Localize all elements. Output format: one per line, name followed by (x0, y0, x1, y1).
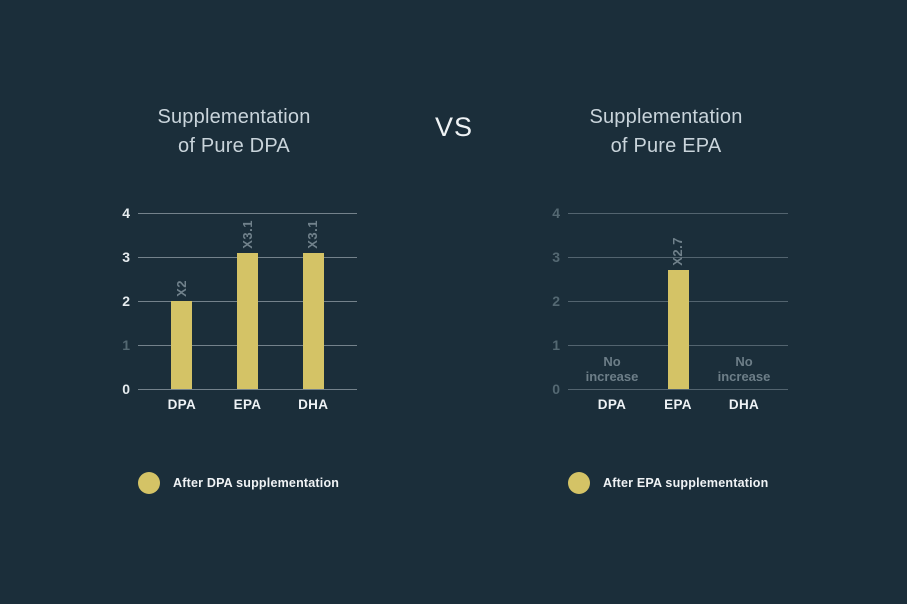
right-chart-title-line1: Supplementation (589, 106, 743, 128)
left-chart-title-line2: of Pure DPA (178, 135, 290, 157)
right-legend: After EPA supplementation (568, 472, 768, 494)
bar-dha (302, 252, 324, 389)
y-tick-label-2: 2 (122, 293, 130, 309)
gridline-y3 (568, 256, 788, 258)
right-plot-area: 4 3 2 1 0 No increase DPA X2.7 EPA No increase DHA (552, 205, 788, 412)
left-legend-label: After DPA supplementation (173, 476, 340, 490)
y-tick-label-4: 4 (122, 205, 130, 221)
y-tick-label-4: 4 (552, 205, 560, 221)
gridline-y0 (138, 388, 357, 390)
right-chart-title: Supplementation of Pure EPA (506, 103, 826, 161)
category-label-epa: EPA (664, 397, 692, 412)
gridline-y0 (568, 388, 788, 390)
bar-value-label-dpa: X2 (173, 280, 189, 297)
left-legend-swatch-circle (138, 472, 160, 494)
right-legend-label: After EPA supplementation (603, 476, 769, 490)
bar-value-label-epa: X3.1 (239, 219, 255, 249)
left-chart-title-line1: Supplementation (157, 106, 311, 128)
vs-label: VS (434, 112, 474, 142)
right-legend-swatch-circle (568, 472, 590, 494)
left-chart-title: Supplementation of Pure DPA (74, 103, 394, 161)
y-tick-label-0: 0 (122, 381, 130, 397)
y-tick-label-1: 1 (122, 337, 130, 353)
left-plot-area: 4 3 2 1 0 X2 DPA X3.1 EPA X3.1 DHA (122, 205, 357, 412)
no-increase-annotation-dha: No increase (717, 354, 771, 384)
y-tick-label-0: 0 (552, 381, 560, 397)
right-chart-title-line2: of Pure EPA (610, 135, 722, 157)
gridline-y4 (568, 212, 788, 214)
category-label-dha: DHA (298, 397, 329, 412)
bar-dpa (171, 301, 193, 389)
bar-value-label-epa: X2.7 (670, 237, 685, 267)
no-increase-annotation-dpa: No increase (585, 354, 639, 384)
gridline-y4 (138, 212, 357, 214)
category-label-dpa: DPA (167, 397, 196, 412)
y-tick-label-3: 3 (552, 249, 560, 265)
category-label-epa: EPA (233, 397, 262, 412)
y-tick-label-2: 2 (552, 293, 560, 309)
category-label-dha: DHA (728, 397, 760, 412)
bar-value-label-dha: X3.1 (305, 219, 321, 249)
y-tick-label-3: 3 (122, 249, 130, 265)
bar-epa (667, 270, 689, 389)
category-label-dpa: DPA (597, 397, 627, 412)
bar-epa (237, 252, 258, 389)
y-tick-label-1: 1 (552, 337, 560, 353)
left-legend: After DPA supplementation (138, 472, 339, 494)
